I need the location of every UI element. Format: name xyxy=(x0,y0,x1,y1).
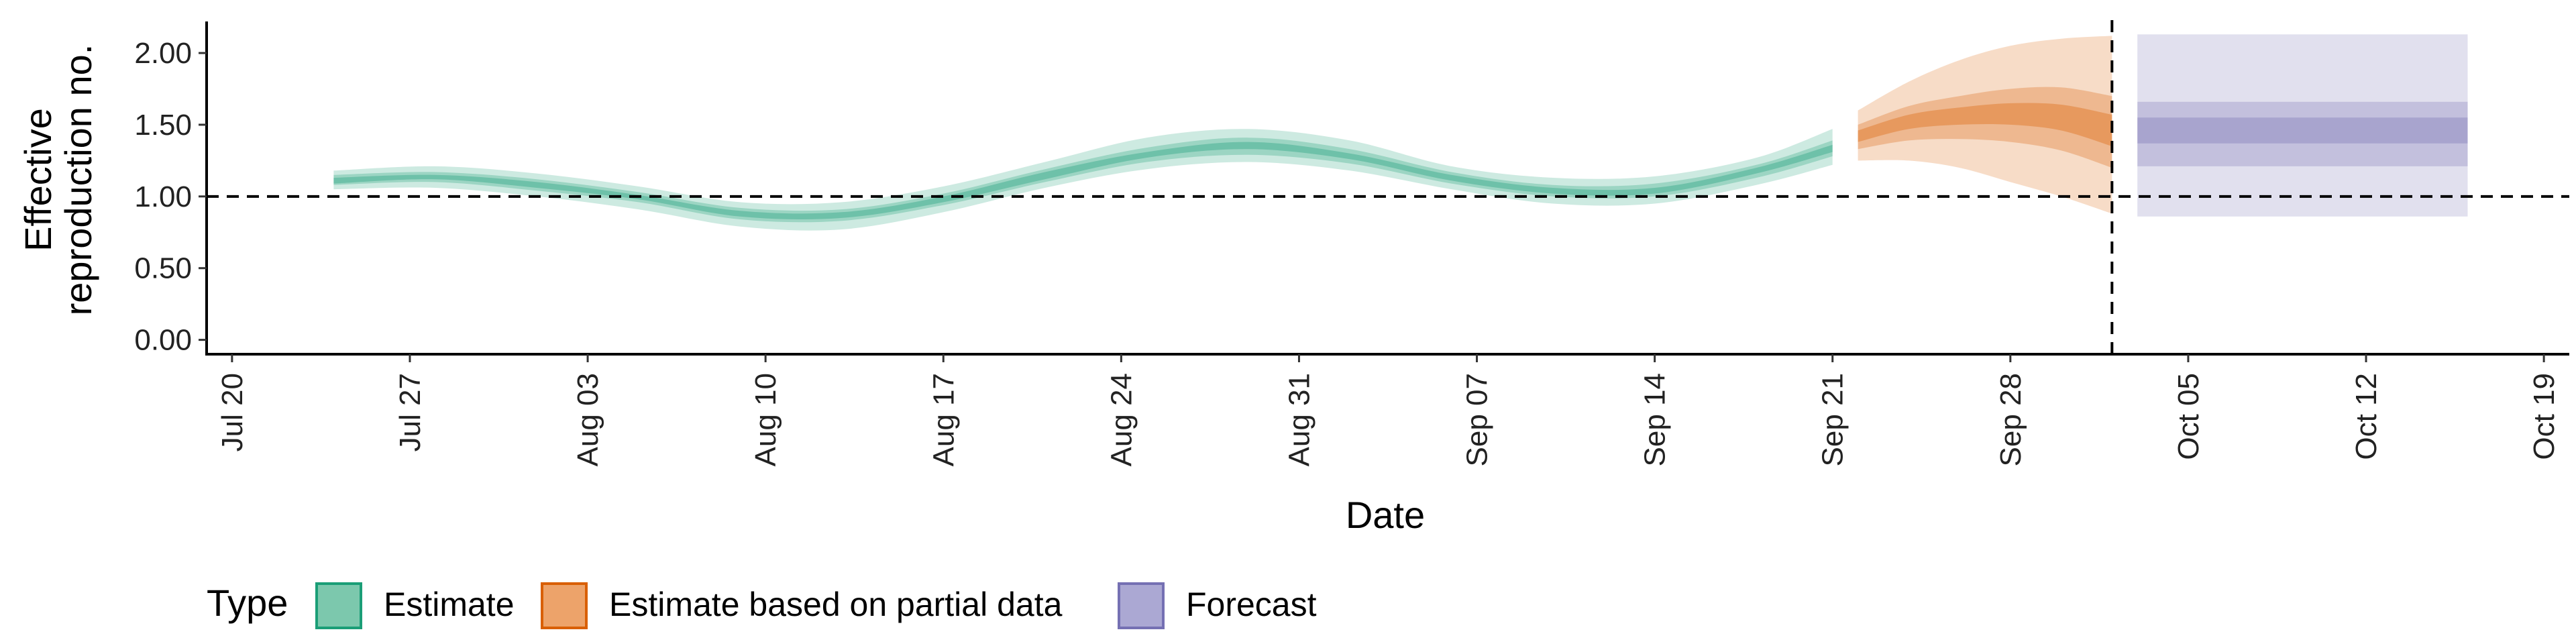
x-tick-label: Aug 17 xyxy=(927,373,960,466)
y-tick-label: 1.00 xyxy=(134,180,192,213)
legend-item: Estimate xyxy=(315,582,515,629)
x-axis-ticks: Jul 20 Jul 27 Aug 03 Aug 10 Aug 17 Aug 24 Aug … xyxy=(216,354,2561,466)
series-estimate xyxy=(333,129,1833,231)
legend-swatch xyxy=(541,582,588,629)
reference-lines xyxy=(207,20,2569,354)
y-tick-label: 0.00 xyxy=(134,324,192,357)
legend: Type Estimate Estimate based on partial d… xyxy=(207,582,1317,629)
x-tick-label: Aug 03 xyxy=(572,373,604,466)
ci-band-90 xyxy=(1858,36,2112,214)
x-tick-label: Aug 10 xyxy=(749,373,782,466)
x-tick-label: Jul 27 xyxy=(394,373,427,451)
x-tick-label: Sep 21 xyxy=(1817,373,1849,466)
x-tick-label: Sep 07 xyxy=(1461,373,1494,466)
x-tick-label: Sep 14 xyxy=(1639,373,1672,466)
x-tick-label: Oct 12 xyxy=(2350,373,2383,460)
axes xyxy=(205,21,2569,356)
y-axis-ticks: 0.00 0.50 1.00 1.50 2.00 xyxy=(134,37,207,357)
x-axis-title: Date xyxy=(1346,494,1425,536)
y-axis-title-line-2: reproduction no. xyxy=(57,44,99,316)
y-axis-title-line-1: Effective xyxy=(17,108,59,252)
ci-band-20 xyxy=(2137,117,2468,144)
y-axis-title: Effective reproduction no. xyxy=(17,44,99,316)
ci-band-50 xyxy=(2137,101,2468,166)
legend-label: Forecast xyxy=(1186,586,1317,623)
legend-swatch xyxy=(1118,582,1165,629)
x-tick-label: Aug 24 xyxy=(1105,373,1138,466)
series-forecast xyxy=(2137,34,2468,217)
legend-title: Type xyxy=(207,582,288,624)
y-tick-label: 0.50 xyxy=(134,252,192,285)
legend-label: Estimate based on partial data xyxy=(609,586,1063,623)
ribbon-layer xyxy=(333,34,2468,231)
legend-item: Forecast xyxy=(1118,582,1317,629)
x-tick-label: Sep 28 xyxy=(1994,373,2027,466)
x-tick-label: Oct 19 xyxy=(2528,373,2561,460)
x-tick-label: Oct 05 xyxy=(2172,373,2205,460)
legend-item: Estimate based on partial data xyxy=(541,582,1063,629)
ci-band-20 xyxy=(1858,103,2112,146)
y-tick-label: 1.50 xyxy=(134,109,192,142)
ci-band-50 xyxy=(1858,87,2112,168)
legend-swatch xyxy=(315,582,362,629)
series-estimate-based-on-partial-data xyxy=(1858,36,2112,214)
ci-band-90 xyxy=(333,129,1833,231)
legend-label: Estimate xyxy=(384,586,515,623)
y-tick-label: 2.00 xyxy=(134,37,192,70)
x-tick-label: Aug 31 xyxy=(1283,373,1316,466)
ci-band-90 xyxy=(2137,34,2468,217)
x-tick-label: Jul 20 xyxy=(216,373,249,451)
